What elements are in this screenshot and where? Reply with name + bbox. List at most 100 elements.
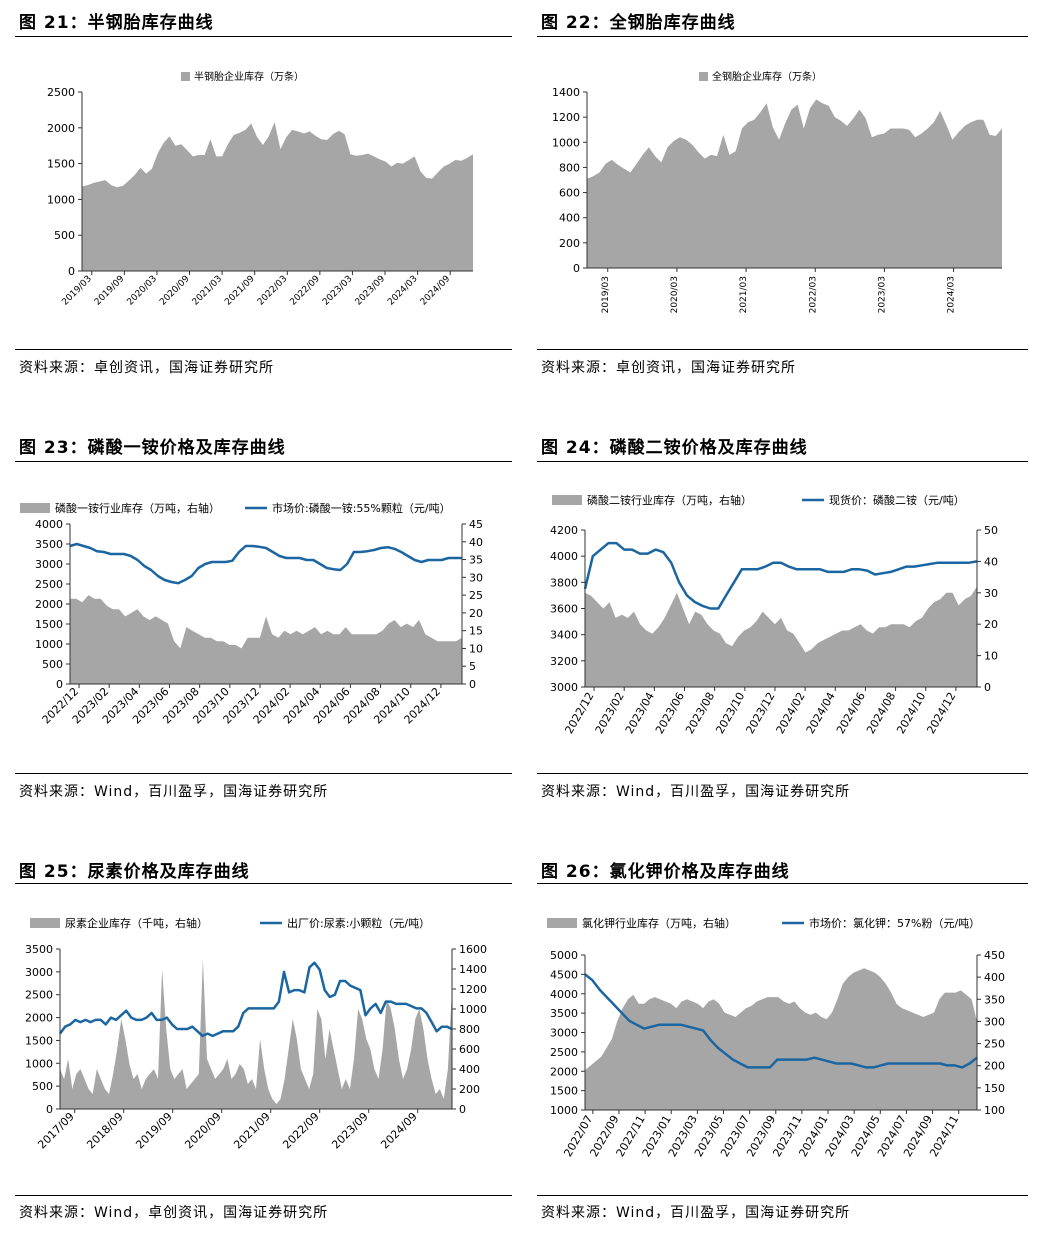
price-line-series xyxy=(58,961,453,1038)
y-tick-label: 3500 xyxy=(550,1007,578,1020)
x-tick-label: 2024/09 xyxy=(378,1110,420,1152)
source-rule xyxy=(15,349,512,350)
urea-price-inventory-chart: 尿素企业库存（千吨，右轴） 出厂价:尿素:小颗粒（元/吨） 0 500 1000 1500… xyxy=(25,916,487,1152)
x-tick-label: 2019/09 xyxy=(93,274,127,308)
source-note: 资料来源：Wind，百川盈孚，国海证券研究所 xyxy=(541,784,851,800)
legend-label: 磷酸一铵行业库存（万吨，右轴） xyxy=(55,501,220,515)
y-right-tick-label: 300 xyxy=(984,1015,1005,1028)
y-right-tick-label: 400 xyxy=(459,1063,480,1076)
y-right-tick-label: 200 xyxy=(459,1083,480,1096)
y-tick-label: 2000 xyxy=(35,598,63,611)
x-tick-label: 2022/03 xyxy=(256,274,290,308)
panel-title: 图 25：尿素价格及库存曲线 xyxy=(19,862,250,882)
y-tick-label: 3000 xyxy=(25,966,53,979)
y-right-tick-label: 30 xyxy=(469,571,483,584)
x-tick-label: 2019/03 xyxy=(601,276,611,313)
source-rule xyxy=(537,349,1028,350)
y-right-tick-label: 250 xyxy=(984,1038,1005,1051)
panel-title: 图 22：全钢胎库存曲线 xyxy=(541,13,736,33)
dap-price-inventory-chart: 磷酸二铵行业库存（万吨，右轴） 现货价：磷酸二铵（元/吨） 3000 3200 3400… xyxy=(550,493,998,736)
legend-label: 市场价：氯化钾：57%粉（元/吨） xyxy=(809,916,980,930)
y-tick-label: 500 xyxy=(42,658,63,671)
y-right-tick-label: 40 xyxy=(984,555,998,568)
x-tick-label: 2019/03 xyxy=(60,274,94,308)
all-steel-tire-inventory-chart: 全钢胎企业库存（万条） 0 200 400 600 800 1000 1200 1400 2019… xyxy=(552,70,1002,313)
source-rule xyxy=(15,1195,512,1196)
title-rule xyxy=(15,461,512,462)
y-tick-label: 2500 xyxy=(550,1046,578,1059)
y-right-tick-label: 1200 xyxy=(459,983,487,996)
y-tick-label: 1000 xyxy=(552,136,580,149)
inventory-area-series xyxy=(82,122,473,271)
x-tick-label: 2020/09 xyxy=(158,274,192,308)
y-tick-label: 1500 xyxy=(35,618,63,631)
x-tick-label: 2023/10 xyxy=(713,690,747,736)
y-right-tick-label: 350 xyxy=(984,993,1005,1006)
y-tick-label: 1500 xyxy=(47,158,75,171)
x-tick-label: 2024/02 xyxy=(774,690,808,736)
legend-label: 全钢胎企业库存（万条） xyxy=(712,70,822,83)
y-tick-label: 1500 xyxy=(550,1085,578,1098)
source-note: 资料来源：Wind，百川盈孚，国海证券研究所 xyxy=(19,784,329,800)
y-tick-label: 3000 xyxy=(35,558,63,571)
y-right-tick-label: 10 xyxy=(469,642,483,655)
x-tick-label: 2023/03 xyxy=(877,276,887,313)
legend-label: 磷酸二铵行业库存（万吨，右轴） xyxy=(587,493,752,507)
x-tick-label: 2023/06 xyxy=(653,690,687,736)
y-tick-label: 1500 xyxy=(25,1034,53,1047)
y-right-tick-label: 45 xyxy=(469,518,483,531)
y-tick-label: 2000 xyxy=(550,1065,578,1078)
y-right-tick-label: 15 xyxy=(469,625,483,638)
x-tick-label: 2023/09 xyxy=(329,1110,371,1152)
y-right-tick-label: 0 xyxy=(459,1103,466,1116)
y-right-tick-label: 20 xyxy=(984,618,998,631)
source-note: 资料来源：卓创资讯，国海证券研究所 xyxy=(19,360,274,376)
x-tick-label: 2024/03 xyxy=(947,276,957,313)
y-tick-label: 3000 xyxy=(550,1027,578,1040)
y-tick-label: 0 xyxy=(56,678,63,691)
x-tick-label: 2017/09 xyxy=(35,1110,77,1152)
title-rule xyxy=(15,883,512,884)
y-tick-label: 1200 xyxy=(552,111,580,124)
y-right-tick-label: 150 xyxy=(984,1082,1005,1095)
y-tick-label: 2500 xyxy=(35,578,63,591)
y-right-tick-label: 400 xyxy=(984,971,1005,984)
y-tick-label: 3500 xyxy=(35,538,63,551)
x-tick-label: 2024/10 xyxy=(894,690,928,736)
source-rule xyxy=(537,1195,1028,1196)
legend-label: 市场价:磷酸一铵:55%颗粒（元/吨） xyxy=(272,501,451,515)
y-right-tick-label: 10 xyxy=(984,650,998,663)
y-tick-label: 3000 xyxy=(550,681,578,694)
source-note: 资料来源：Wind，卓创资讯，国海证券研究所 xyxy=(19,1205,329,1221)
map-price-inventory-chart: 磷酸一铵行业库存（万吨，右轴） 市场价:磷酸一铵:55%颗粒（元/吨） 0 500 10… xyxy=(20,501,483,726)
y-tick-label: 0 xyxy=(68,265,75,278)
y-right-tick-label: 40 xyxy=(469,536,483,549)
x-tick-label: 2024/04 xyxy=(804,690,838,736)
x-tick-label: 2024/06 xyxy=(834,690,868,736)
inventory-area-series xyxy=(60,959,452,1109)
y-tick-label: 2500 xyxy=(25,989,53,1002)
price-line-series xyxy=(584,973,978,1069)
y-tick-label: 0 xyxy=(573,262,580,275)
y-right-tick-label: 1400 xyxy=(459,963,487,976)
legend-swatch-area xyxy=(20,503,50,513)
y-tick-label: 400 xyxy=(559,212,580,225)
y-tick-label: 2000 xyxy=(47,122,75,135)
y-tick-label: 1000 xyxy=(47,193,75,206)
y-tick-label: 2000 xyxy=(25,1012,53,1025)
y-right-tick-label: 600 xyxy=(459,1043,480,1056)
y-tick-label: 800 xyxy=(559,161,580,174)
x-tick-label: 2022/09 xyxy=(288,274,322,308)
x-tick-label: 2023/04 xyxy=(623,690,657,736)
y-tick-label: 5000 xyxy=(550,949,578,962)
legend-swatch-area xyxy=(699,72,708,81)
y-right-tick-label: 450 xyxy=(984,949,1005,962)
legend-swatch-area xyxy=(552,495,582,505)
y-right-tick-label: 30 xyxy=(984,587,998,600)
x-tick-label: 2023/09 xyxy=(354,274,388,308)
potash-price-inventory-chart: 氯化钾行业库存（万吨，右轴） 市场价：氯化钾：57%粉（元/吨） 1000 1500 2… xyxy=(547,916,1005,1159)
y-tick-label: 600 xyxy=(559,187,580,200)
y-tick-label: 1000 xyxy=(25,1057,53,1070)
x-tick-label: 2018/09 xyxy=(84,1110,126,1152)
